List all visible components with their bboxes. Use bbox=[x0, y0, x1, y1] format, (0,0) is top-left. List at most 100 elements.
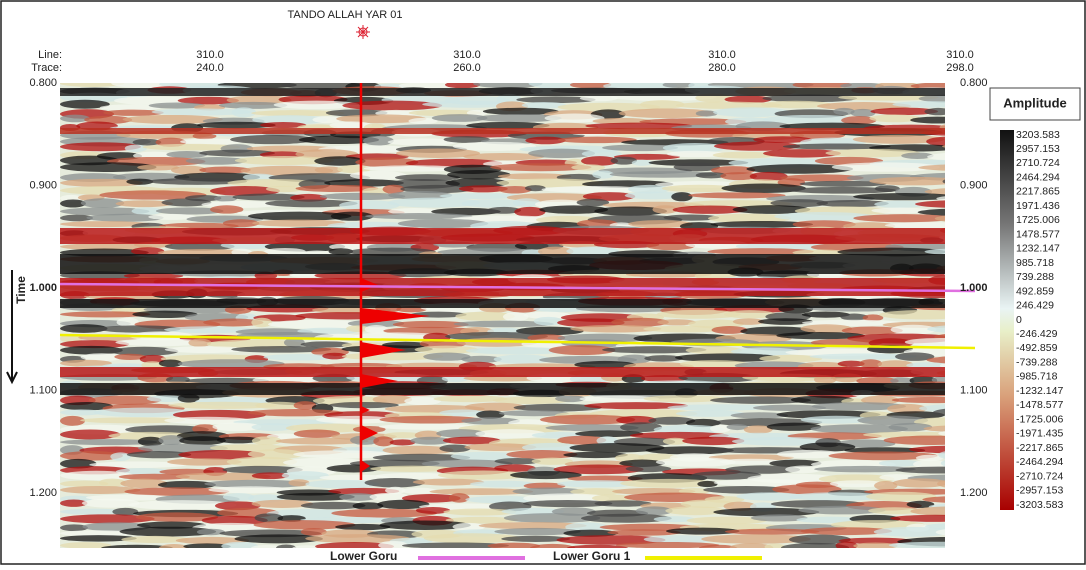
reflector bbox=[743, 425, 773, 434]
reflector bbox=[363, 135, 394, 146]
reflector bbox=[295, 184, 379, 193]
reflector bbox=[810, 338, 883, 347]
reflector bbox=[498, 410, 569, 417]
reflector bbox=[196, 528, 226, 536]
reflector bbox=[935, 529, 945, 536]
time-tick-label: 1.000 bbox=[960, 282, 988, 294]
reflector bbox=[247, 409, 344, 417]
reflector bbox=[838, 537, 912, 544]
reflector bbox=[276, 492, 355, 501]
reflector bbox=[252, 219, 347, 227]
colorbar-label: -3203.583 bbox=[1016, 499, 1063, 511]
reflector bbox=[707, 248, 814, 255]
time-tick-label: 0.800 bbox=[960, 77, 988, 89]
reflector bbox=[825, 148, 921, 158]
reflector bbox=[377, 499, 430, 510]
reflector bbox=[730, 347, 800, 356]
reflector bbox=[147, 178, 248, 185]
reflector bbox=[895, 466, 945, 474]
reflector bbox=[118, 473, 190, 480]
reflector bbox=[240, 165, 334, 176]
reflector bbox=[292, 545, 321, 548]
reflector bbox=[175, 472, 271, 481]
reflector bbox=[447, 170, 511, 180]
time-tick-label: 1.200 bbox=[960, 487, 988, 499]
reflector bbox=[422, 100, 515, 108]
reflector bbox=[926, 356, 945, 364]
reflector bbox=[60, 450, 123, 461]
reflector bbox=[158, 544, 190, 548]
reflector bbox=[720, 172, 758, 181]
reflector bbox=[151, 108, 252, 116]
horizon-lower-goru-1 bbox=[59, 333, 976, 350]
reflector bbox=[164, 416, 251, 425]
reflector bbox=[762, 114, 861, 125]
reflector bbox=[86, 213, 164, 222]
reflector bbox=[439, 409, 486, 417]
reflector bbox=[60, 359, 112, 367]
reflector bbox=[666, 527, 740, 535]
reflector bbox=[293, 429, 340, 438]
reflector bbox=[221, 541, 259, 548]
reflector bbox=[251, 472, 290, 480]
reflector bbox=[910, 506, 945, 516]
reflector bbox=[874, 480, 898, 491]
reflector bbox=[494, 527, 581, 536]
reflector bbox=[870, 107, 939, 116]
reflector bbox=[466, 121, 550, 130]
reflector bbox=[917, 208, 945, 216]
reflector bbox=[259, 122, 307, 129]
reflector bbox=[192, 132, 217, 140]
colorbar-label: 1232.147 bbox=[1016, 243, 1060, 255]
reflector bbox=[188, 338, 212, 347]
reflector bbox=[769, 459, 822, 468]
colorbar-label: -1478.577 bbox=[1016, 399, 1063, 411]
reflector bbox=[254, 513, 284, 523]
reflector bbox=[60, 458, 97, 469]
reflector bbox=[122, 114, 223, 124]
time-tick-label: 1.100 bbox=[960, 384, 988, 396]
reflector bbox=[799, 180, 887, 187]
reflector bbox=[350, 435, 380, 445]
time-tick-label: 0.900 bbox=[960, 179, 988, 191]
reflector bbox=[60, 530, 135, 537]
reflector bbox=[135, 512, 219, 522]
reflector bbox=[99, 190, 207, 200]
reflector bbox=[461, 417, 520, 425]
seismic-section bbox=[60, 83, 945, 548]
reflector bbox=[938, 235, 945, 240]
reflector bbox=[545, 424, 639, 432]
reflector bbox=[210, 205, 244, 214]
reflector bbox=[421, 459, 513, 468]
reflector bbox=[60, 409, 102, 416]
reflector bbox=[878, 459, 922, 467]
reflector bbox=[379, 520, 471, 530]
reflector bbox=[464, 402, 526, 412]
reflector bbox=[892, 478, 945, 488]
reflector bbox=[909, 445, 945, 454]
reflector bbox=[364, 477, 425, 488]
reflector bbox=[581, 513, 672, 523]
reflector bbox=[137, 436, 164, 447]
reflector bbox=[512, 487, 585, 496]
reflector bbox=[814, 465, 916, 473]
reflector bbox=[60, 439, 158, 446]
reflector bbox=[423, 533, 521, 544]
reflector bbox=[445, 331, 548, 341]
trace-number: 240.0 bbox=[196, 62, 224, 74]
reflector bbox=[887, 403, 928, 414]
reflector bbox=[363, 165, 464, 172]
reflector bbox=[529, 543, 576, 548]
reflector bbox=[625, 465, 672, 473]
reflector bbox=[388, 208, 443, 215]
colorbar bbox=[1000, 130, 1014, 510]
reflector bbox=[445, 178, 510, 188]
reflector bbox=[60, 340, 130, 349]
reflector bbox=[679, 360, 749, 368]
reflector bbox=[392, 320, 469, 329]
reflector bbox=[114, 353, 146, 360]
reflector bbox=[770, 199, 828, 208]
reflector bbox=[234, 534, 323, 544]
reflector bbox=[759, 354, 823, 363]
strong-reflector bbox=[60, 299, 945, 308]
